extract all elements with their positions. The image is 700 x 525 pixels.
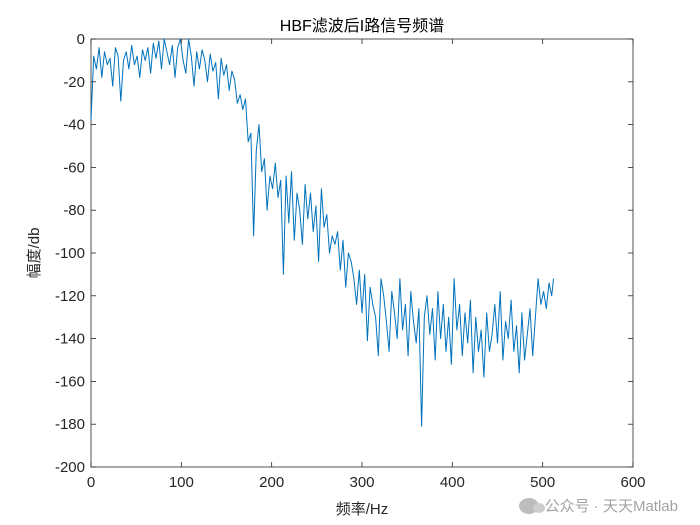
x-tick-label: 0 [87,474,95,491]
plot-area [90,38,634,468]
y-tick-label: -20 [63,74,85,91]
chart-title: HBF滤波后I路信号频谱 [280,17,444,35]
y-tick-label: -200 [55,459,85,476]
x-tick-label: 400 [440,474,465,491]
x-axis-label: 频率/Hz [336,501,389,518]
y-tick-label: -180 [55,416,85,433]
plot-frame [90,38,634,468]
y-axis-label: 幅度/db [26,228,43,279]
x-tick-label: 500 [530,474,555,491]
y-tick-label: 0 [77,31,85,48]
y-tick-label: -100 [55,245,85,262]
x-tick-label: 300 [349,474,374,491]
series-line-0 [90,38,554,427]
wechat-icon [518,497,545,514]
x-tick-label: 200 [259,474,284,491]
watermark: 公众号 · 天天Matlab [518,495,678,516]
y-tick-label: -160 [55,373,85,390]
y-tick-label: -120 [55,288,85,305]
watermark-text: 公众号 · 天天Matlab [544,498,678,515]
y-tick-label: -140 [55,331,85,348]
x-tick-label: 100 [169,474,194,491]
x-tick-label: 600 [620,474,645,491]
y-tick-label: -60 [63,159,85,176]
y-tick-label: -40 [63,117,85,134]
x-axis: 0 100 200 300 400 500 600 [87,39,646,491]
y-axis: 0 -20 -40 -60 -80 -100 -120 -140 -160 -180 -200 [55,31,633,476]
y-tick-label: -80 [63,202,85,219]
